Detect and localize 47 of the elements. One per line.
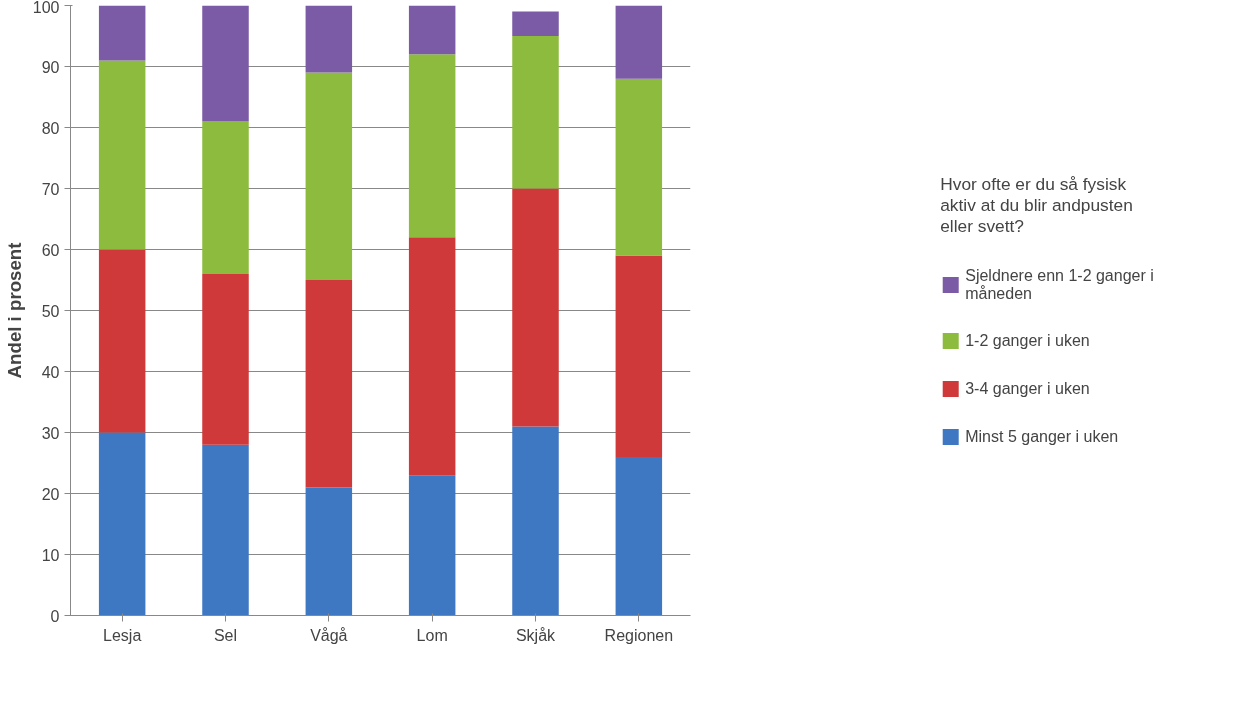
- bar: [305, 72, 353, 280]
- bar: [202, 273, 249, 445]
- y-tick-label: 50: [41, 302, 60, 320]
- legend-label: 3-4 ganger i uken: [965, 379, 1090, 398]
- bar: [408, 54, 456, 238]
- bar: [512, 36, 559, 189]
- bar: [408, 5, 456, 55]
- x-tick-label: Lom: [416, 626, 448, 644]
- x-tick-label: Skjåk: [515, 626, 557, 644]
- legend-label: 1-2 ganger i uken: [965, 331, 1090, 350]
- bar: [202, 444, 249, 616]
- bar: [615, 255, 663, 457]
- bar: [615, 78, 663, 256]
- bar: [615, 5, 663, 79]
- legend-label: Minst 5 ganger i uken: [965, 427, 1119, 446]
- y-tick-label: 100: [32, 0, 60, 16]
- bar: [305, 5, 353, 73]
- y-tick-label: 30: [41, 424, 60, 442]
- bar: [98, 249, 146, 433]
- bar: [98, 432, 146, 616]
- y-tick-label: 80: [41, 119, 60, 137]
- bar: [512, 11, 559, 36]
- bar: [202, 121, 249, 274]
- bar: [408, 237, 456, 476]
- y-tick-label: 90: [41, 58, 60, 76]
- y-tick-label: 70: [41, 180, 60, 198]
- bar: [512, 426, 559, 616]
- bar: [202, 5, 249, 122]
- x-tick-label: Lesja: [103, 626, 142, 644]
- legend-label: Sjeldnere enn 1-2 ganger i måneden: [965, 266, 1154, 303]
- y-axis-title: Andel i prosent: [3, 242, 25, 379]
- bar: [98, 60, 146, 250]
- bar: [98, 5, 146, 61]
- y-tick-label: 10: [41, 546, 60, 564]
- bar: [615, 456, 663, 616]
- x-tick-label: Sel: [213, 626, 238, 644]
- bar: [512, 188, 559, 427]
- bar: [305, 280, 353, 488]
- y-tick-label: 40: [41, 363, 60, 381]
- y-tick-label: 20: [41, 485, 60, 503]
- y-tick-label: 0: [50, 607, 60, 625]
- x-tick-label: Regionen: [604, 626, 674, 644]
- y-tick-label: 60: [41, 241, 60, 259]
- bar: [305, 487, 353, 616]
- legend-title: Hvor ofte er du så fysisk aktiv at du blir andpusten eller svett?: [940, 173, 1134, 237]
- x-tick-label: Vågå: [310, 626, 348, 644]
- bar: [408, 475, 456, 616]
